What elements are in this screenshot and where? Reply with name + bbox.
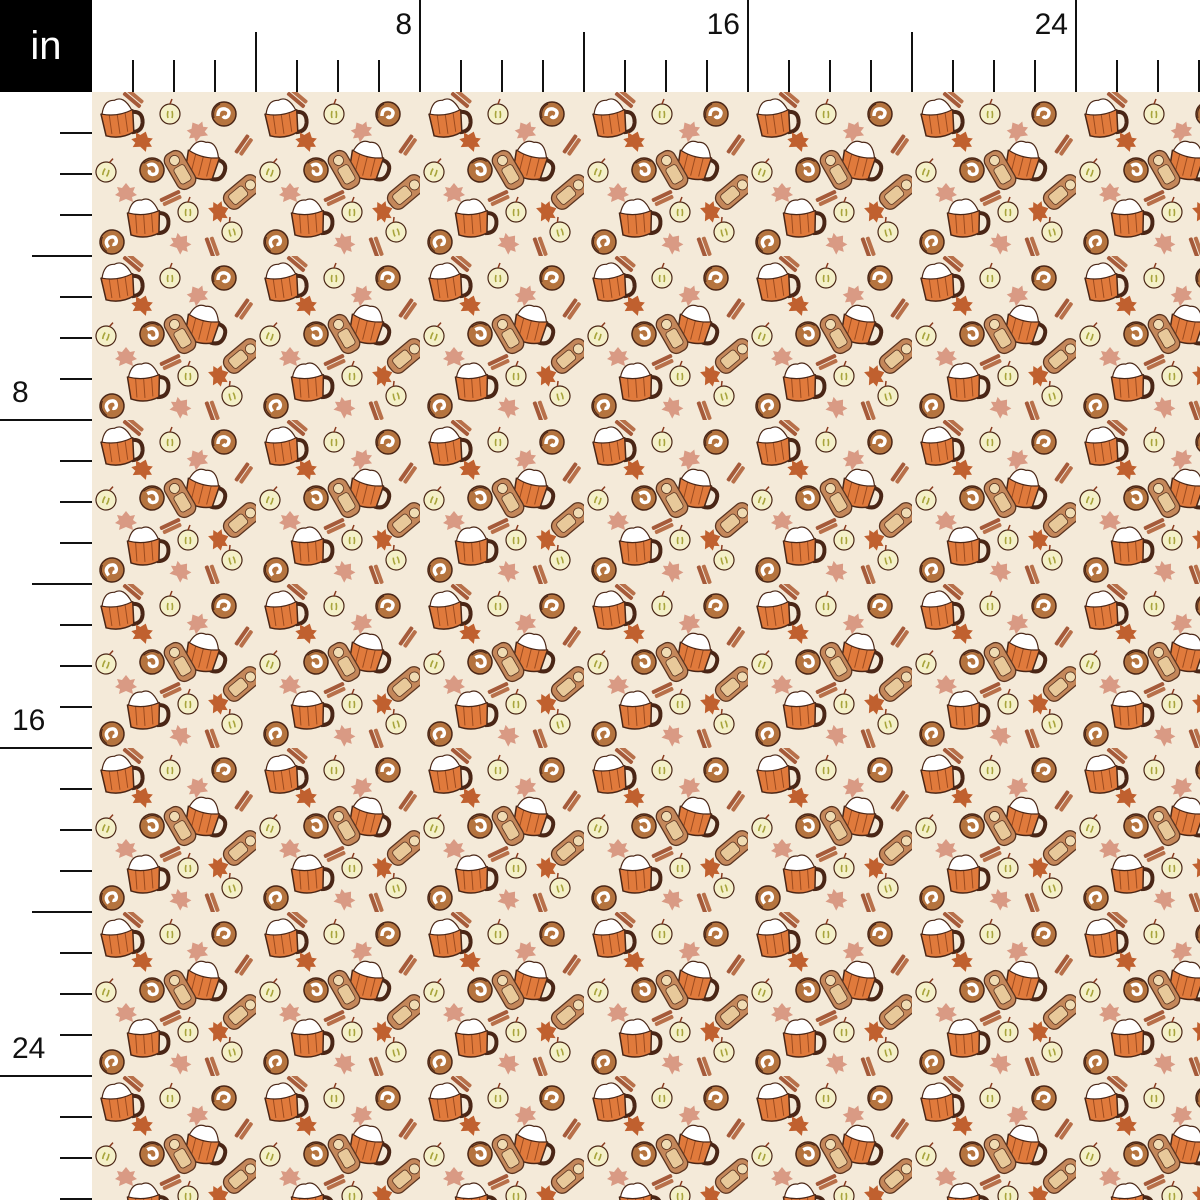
- unit-label: in: [0, 0, 92, 92]
- ruler-tick: [0, 747, 92, 749]
- ruler-tick: [60, 1116, 92, 1118]
- ruler-tick: [60, 952, 92, 954]
- ruler-tick: [583, 32, 585, 92]
- ruler-tick: [60, 501, 92, 503]
- ruler-tick: [706, 60, 708, 92]
- ruler-tick: [60, 1157, 92, 1159]
- ruler-tick: [501, 60, 503, 92]
- ruler-tick: [747, 0, 749, 92]
- ruler-tick: [419, 0, 421, 92]
- ruler-tick: [1198, 60, 1200, 92]
- ruler-tick: [60, 296, 92, 298]
- ruler-label: 8: [395, 8, 412, 41]
- ruler-tick: [665, 60, 667, 92]
- ruler-tick: [60, 870, 92, 872]
- ruler-tick: [60, 829, 92, 831]
- ruler-tick: [1157, 60, 1159, 92]
- ruler-tick: [255, 32, 257, 92]
- ruler-tick: [60, 1034, 92, 1036]
- ruler-tick: [60, 378, 92, 380]
- fabric-pattern: [92, 92, 1200, 1200]
- ruler-tick: [624, 60, 626, 92]
- ruler-tick: [173, 60, 175, 92]
- ruler-tick: [60, 788, 92, 790]
- top-ruler: 8 16 24: [92, 0, 1200, 92]
- ruler-tick: [788, 60, 790, 92]
- ruler-tick: [1116, 60, 1118, 92]
- ruler-tick: [32, 911, 92, 913]
- ruler-tick: [296, 60, 298, 92]
- left-ruler: 8 16 24: [0, 92, 92, 1200]
- ruler-tick: [60, 542, 92, 544]
- ruler-label: 16: [706, 8, 740, 41]
- ruler-tick: [911, 32, 913, 92]
- ruler-tick: [0, 419, 92, 421]
- ruler-tick: [1034, 60, 1036, 92]
- ruler-tick: [60, 665, 92, 667]
- ruler-tick: [993, 60, 995, 92]
- ruler-tick: [60, 706, 92, 708]
- ruler-tick: [60, 993, 92, 995]
- ruler-tick: [60, 624, 92, 626]
- ruler-tick: [60, 214, 92, 216]
- ruler-tick: [460, 60, 462, 92]
- ruler-tick: [542, 60, 544, 92]
- ruler-tick: [378, 60, 380, 92]
- ruler-tick: [32, 583, 92, 585]
- ruler-tick: [32, 255, 92, 257]
- ruler-label: 24: [1034, 8, 1068, 41]
- ruler-tick: [60, 173, 92, 175]
- ruler-tick: [60, 460, 92, 462]
- ruler-tick: [337, 60, 339, 92]
- ruler-tick: [952, 60, 954, 92]
- ruler-tick: [60, 337, 92, 339]
- ruler-tick: [214, 60, 216, 92]
- ruler-tick: [829, 60, 831, 92]
- ruler-tick: [870, 60, 872, 92]
- fabric-print: [92, 92, 1200, 1200]
- unit-text: in: [30, 24, 62, 68]
- ruler-tick: [60, 1198, 92, 1200]
- ruler-tick: [132, 60, 134, 92]
- ruler-label: 24: [12, 1032, 46, 1065]
- ruler-label: 16: [12, 704, 46, 737]
- ruler-tick: [1075, 0, 1077, 92]
- ruler-tick: [0, 1075, 92, 1077]
- ruler-label: 8: [12, 376, 29, 409]
- ruler-tick: [60, 132, 92, 134]
